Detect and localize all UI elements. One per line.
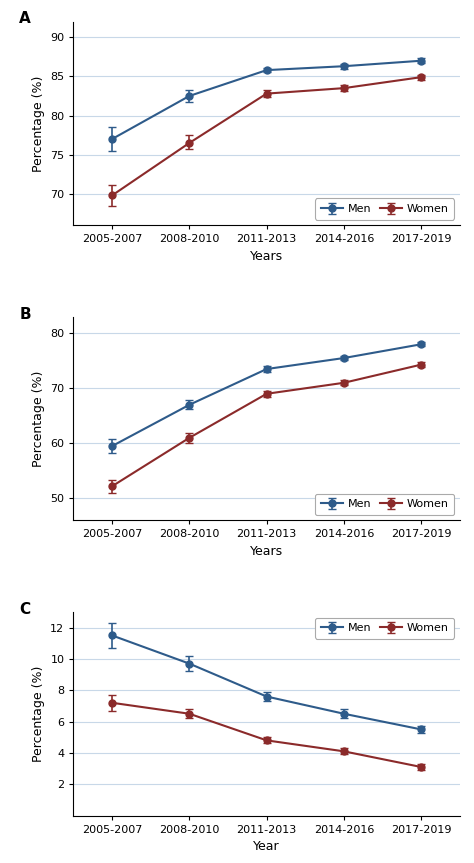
X-axis label: Years: Years	[250, 249, 283, 262]
X-axis label: Years: Years	[250, 545, 283, 557]
Text: B: B	[19, 306, 31, 322]
Y-axis label: Percentage (%): Percentage (%)	[32, 370, 45, 467]
Text: C: C	[19, 602, 30, 617]
Legend: Men, Women: Men, Women	[315, 494, 454, 515]
Y-axis label: Percentage (%): Percentage (%)	[32, 75, 45, 172]
X-axis label: Year: Year	[253, 840, 280, 854]
Legend: Men, Women: Men, Women	[315, 618, 454, 639]
Legend: Men, Women: Men, Women	[315, 198, 454, 219]
Y-axis label: Percentage (%): Percentage (%)	[32, 665, 45, 762]
Text: A: A	[19, 11, 31, 27]
